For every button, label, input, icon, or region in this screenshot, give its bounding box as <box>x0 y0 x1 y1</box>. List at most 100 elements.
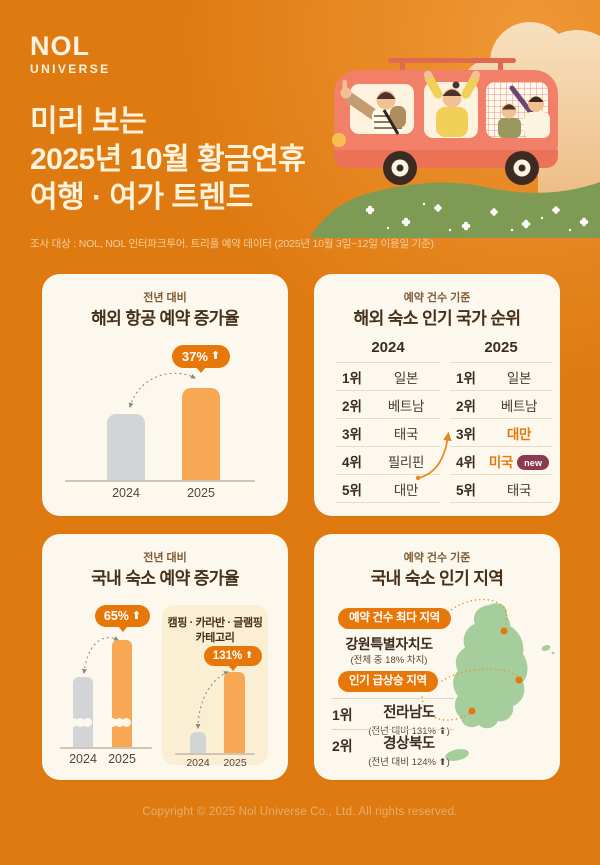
rank: 2위 <box>456 398 476 414</box>
rank-row: 3위 태국 <box>336 419 440 447</box>
rank: 5위 <box>342 482 362 498</box>
axis-label-2024: 2024 <box>112 486 140 500</box>
growth-badge-value: 65% <box>103 609 129 623</box>
country: 일본 <box>393 370 419 386</box>
daisies <box>365 202 589 232</box>
axis-baseline <box>175 753 255 755</box>
country: 필리핀 <box>387 454 425 470</box>
camper-van <box>332 58 558 185</box>
new-badge: new <box>517 455 550 470</box>
jeonnam-dot <box>468 707 476 715</box>
panel-title: 캠핑 · 카라반 · 글램핑 카테고리 <box>162 616 268 647</box>
ranking-column-2025: 2025 1위 일본 2위 베트남 3위 대만 4위 미국 new 5위 태국 <box>450 336 552 503</box>
bar-2024 <box>190 732 206 753</box>
rank: 1위 <box>456 370 476 386</box>
axis-break-2025 <box>108 718 131 727</box>
camper-van-illustration <box>310 22 600 238</box>
axis-baseline <box>65 480 255 482</box>
title-line-2: 2025년 10월 황금연휴 <box>30 143 306 176</box>
rank: 2위 <box>342 398 362 414</box>
bar-2024 <box>73 677 93 747</box>
rank: 4위 <box>456 454 476 470</box>
logo-universe: UNIVERSE <box>30 62 111 76</box>
growth-badge: 37% ⬆ <box>172 345 230 368</box>
divider <box>332 729 454 730</box>
axis-label-2024: 2024 <box>69 752 97 766</box>
country: 태국 <box>506 482 532 498</box>
rank-row: 4위 미국 new <box>450 447 552 475</box>
top-region-badge: 예약 건수 최다 지역 <box>338 608 451 629</box>
rank: 3위 <box>342 426 362 442</box>
rank-row: 2위 베트남 <box>336 391 440 419</box>
copyright-notice: Copyright © 2025 Nol Universe Co., Ltd. … <box>142 806 458 818</box>
survey-scope-note: 조사 대상 : NOL, NOL 인터파크투어, 트리플 예약 데이터 (202… <box>30 238 434 250</box>
card-title: 국내 숙소 예약 증가율 <box>91 569 239 588</box>
country: 베트남 <box>387 398 425 414</box>
rank-row: 5위 대만 <box>336 475 440 503</box>
card-label: 전년 대비 <box>143 552 187 564</box>
region-name: 전라남도 <box>383 705 435 721</box>
title-line-1: 미리 보는 <box>30 105 147 138</box>
travelers-rear <box>498 85 550 138</box>
rising-region-row: 1위 전라남도 (전년 대비 131% ⬆) <box>332 701 454 737</box>
card-label: 전년 대비 <box>143 292 187 304</box>
axis-label-2025: 2025 <box>223 757 247 769</box>
rising-region-row: 2위 경상북도 (전년 대비 124% ⬆) <box>332 732 454 768</box>
rank: 2위 <box>332 738 353 754</box>
dotted-link-east <box>441 668 518 682</box>
rank: 3위 <box>456 426 476 442</box>
title-line-3: 여행 · 여가 트렌드 <box>30 181 253 214</box>
bar-2024 <box>107 414 145 480</box>
bar-2025 <box>224 672 245 753</box>
region-note: (전년 대비 131% ⬆) <box>368 726 450 737</box>
card-title: 해외 숙소 인기 국가 순위 <box>353 309 522 328</box>
country-highlighted: 대만 <box>506 426 532 442</box>
rank: 1위 <box>342 370 362 386</box>
card-domestic-lodging-growth: 전년 대비 국내 숙소 예약 증가율 2024 2025 65% ⬆ 캠핑 · … <box>42 534 288 780</box>
column-year: 2024 <box>336 336 440 363</box>
panel-title-line-1: 캠핑 · 카라반 · 글램핑 <box>167 617 263 629</box>
rising-region-badge: 인기 급상승 지역 <box>338 671 438 692</box>
korea-landmass <box>453 603 528 729</box>
country: 대만 <box>393 482 419 498</box>
camping-category-panel: 캠핑 · 카라반 · 글램핑 카테고리 2024 2025 131% ⬆ <box>162 605 268 769</box>
traveler-cheering <box>423 70 481 137</box>
roof-rack <box>388 58 516 63</box>
rank-row: 1위 일본 <box>336 363 440 391</box>
headlight <box>332 133 346 147</box>
country: 미국 <box>488 454 514 470</box>
bar-2025 <box>112 640 132 747</box>
axis-label-2025: 2025 <box>108 752 136 766</box>
rank-row: 1위 일본 <box>450 363 552 391</box>
rank-row: 5위 태국 <box>450 475 552 503</box>
card-domestic-popular-regions: 예약 건수 기준 국내 숙소 인기 지역 예약 건수 최다 지역 강원특별자치도… <box>314 534 560 780</box>
country: 태국 <box>393 426 419 442</box>
rank: 1위 <box>332 707 353 723</box>
axis-break-2024 <box>69 718 92 727</box>
axis-label-2024: 2024 <box>186 757 210 769</box>
card-overseas-lodging-ranking: 예약 건수 기준 해외 숙소 인기 국가 순위 2024 1위 일본 2위 베트남 … <box>314 274 560 516</box>
card-overseas-flight-growth: 전년 대비 해외 항공 예약 증가율 2024 2025 37% ⬆ <box>42 274 288 516</box>
gyeongbuk-dot <box>515 676 523 684</box>
east-islet <box>541 644 551 652</box>
region-info: 경상북도 (전년 대비 124% ⬆) <box>364 732 454 768</box>
page-title: 미리 보는 2025년 10월 황금연휴 여행 · 여가 트렌드 <box>30 103 306 217</box>
rear-wheel <box>505 151 539 185</box>
ranking-column-2024: 2024 1위 일본 2위 베트남 3위 태국 4위 필리핀 5위 대만 <box>336 336 440 503</box>
country: 베트남 <box>500 398 538 414</box>
traveler-driver <box>340 80 406 135</box>
growth-badge-value: 131% <box>212 650 243 662</box>
panel-title-line-2: 카테고리 <box>195 632 235 645</box>
growth-badge-value: 37% <box>181 349 208 364</box>
region-note: (전년 대비 124% ⬆) <box>368 757 450 768</box>
nol-universe-logo: NOL UNIVERSE <box>30 33 111 77</box>
dotted-link-top <box>441 598 508 625</box>
country: 일본 <box>506 370 532 386</box>
rank-row: 4위 필리핀 <box>336 447 440 475</box>
card-label: 예약 건수 기준 <box>403 292 471 304</box>
region-info: 전라남도 (전년 대비 131% ⬆) <box>364 701 454 737</box>
region-name: 경상북도 <box>383 736 435 752</box>
card-label: 예약 건수 기준 <box>403 552 471 564</box>
card-title: 국내 숙소 인기 지역 <box>370 569 504 588</box>
